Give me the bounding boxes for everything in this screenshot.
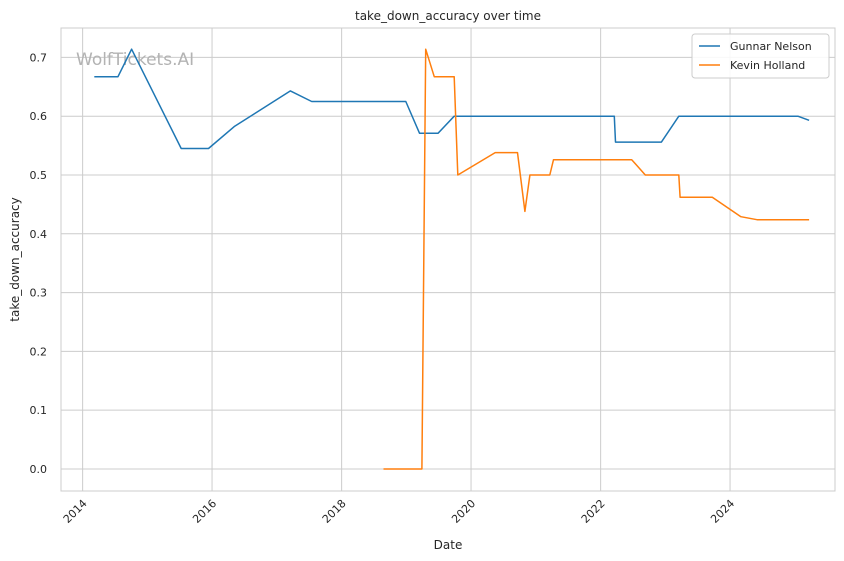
series-line: [383, 48, 810, 470]
plot-frame: [60, 27, 836, 492]
y-tick-labels: 0.0 0.1 0.2 0.3 0.4 0.5 0.6 0.7: [30, 51, 48, 476]
x-tick-label: 2018: [320, 497, 349, 526]
x-tick-label: 2020: [449, 497, 478, 526]
y-tick-label: 0.0: [30, 463, 48, 476]
x-tick-label: 2024: [708, 497, 737, 526]
grid: [61, 28, 835, 491]
series-line: [94, 48, 810, 150]
y-tick-label: 0.2: [30, 345, 48, 358]
y-tick-label: 0.5: [30, 169, 48, 182]
y-tick-label: 0.4: [30, 228, 48, 241]
y-tick-label: 0.7: [30, 51, 48, 64]
chart-title: take_down_accuracy over time: [355, 9, 541, 23]
y-tick-label: 0.1: [30, 404, 48, 417]
x-tick-label: 2014: [61, 497, 90, 526]
watermark: WolfTickets.AI: [76, 50, 194, 70]
x-tick-label: 2022: [579, 497, 608, 526]
y-axis-title: take_down_accuracy: [8, 197, 22, 321]
series-layer: [94, 48, 810, 470]
y-tick-label: 0.6: [30, 110, 48, 123]
x-axis-title: Date: [434, 538, 463, 552]
x-tick-label: 2016: [190, 497, 219, 526]
legend-label: Kevin Holland: [730, 59, 805, 72]
x-tick-labels: 2014 2016 2018 2020 2022 2024: [61, 497, 737, 526]
legend-label: Gunnar Nelson: [730, 40, 812, 53]
y-tick-label: 0.3: [30, 287, 48, 300]
legend: Gunnar Nelson Kevin Holland: [691, 33, 830, 79]
legend-box: [691, 33, 830, 79]
